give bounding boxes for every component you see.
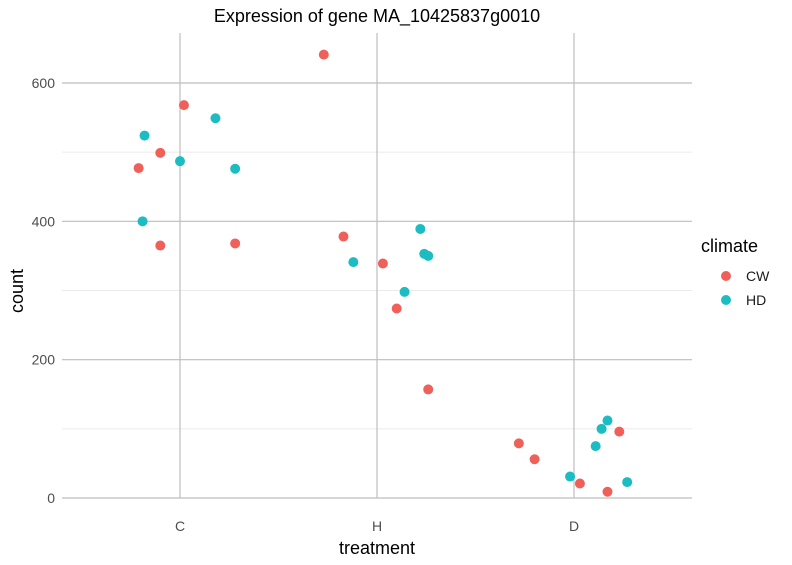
data-point-hd [230, 163, 241, 174]
data-point-cw [614, 426, 625, 437]
data-points [133, 49, 633, 497]
x-tick-label: C [175, 518, 185, 534]
data-point-cw [178, 100, 189, 111]
y-tick-label: 400 [32, 213, 56, 229]
x-axis-title: treatment [339, 538, 415, 558]
data-point-cw [513, 438, 524, 449]
data-point-cw [391, 303, 402, 314]
data-point-hd [596, 423, 607, 434]
data-point-cw [133, 163, 144, 174]
data-point-cw [574, 478, 585, 489]
data-point-hd [210, 113, 221, 124]
y-axis-tick-labels: 0 200 400 600 [32, 75, 56, 506]
data-point-hd [175, 156, 185, 167]
data-point-hd [399, 286, 410, 297]
x-tick-label: D [569, 518, 579, 534]
data-point-hd [565, 471, 576, 482]
data-point-cw [602, 486, 613, 497]
data-point-hd [423, 250, 434, 261]
data-point-hd [590, 441, 601, 452]
legend-label-hd: HD [746, 292, 766, 308]
y-axis-title: count [7, 269, 27, 313]
y-tick-label: 200 [32, 352, 56, 368]
legend-key-hd [721, 295, 731, 305]
legend-label-cw: CW [746, 268, 770, 284]
legend-title: climate [701, 236, 758, 256]
data-point-cw [377, 258, 388, 269]
data-point-hd [348, 257, 359, 268]
data-point-cw [338, 231, 349, 242]
data-point-cw [155, 147, 166, 158]
data-point-hd [415, 223, 426, 234]
legend-key-cw [721, 271, 731, 281]
x-tick-label: H [372, 518, 382, 534]
data-point-cw [230, 238, 241, 249]
y-tick-label: 600 [32, 75, 56, 91]
legend: climate CW HD [701, 236, 770, 308]
chart-title: Expression of gene MA_10425837g0010 [214, 6, 540, 27]
major-gridlines [62, 33, 692, 499]
data-point-cw [318, 49, 329, 60]
data-point-cw [155, 240, 166, 251]
y-tick-label: 0 [47, 490, 55, 506]
data-point-hd [602, 415, 613, 426]
data-point-hd [139, 130, 150, 141]
data-point-cw [529, 454, 540, 465]
data-point-hd [622, 477, 633, 488]
data-point-hd [137, 216, 148, 227]
data-point-cw [423, 384, 434, 395]
